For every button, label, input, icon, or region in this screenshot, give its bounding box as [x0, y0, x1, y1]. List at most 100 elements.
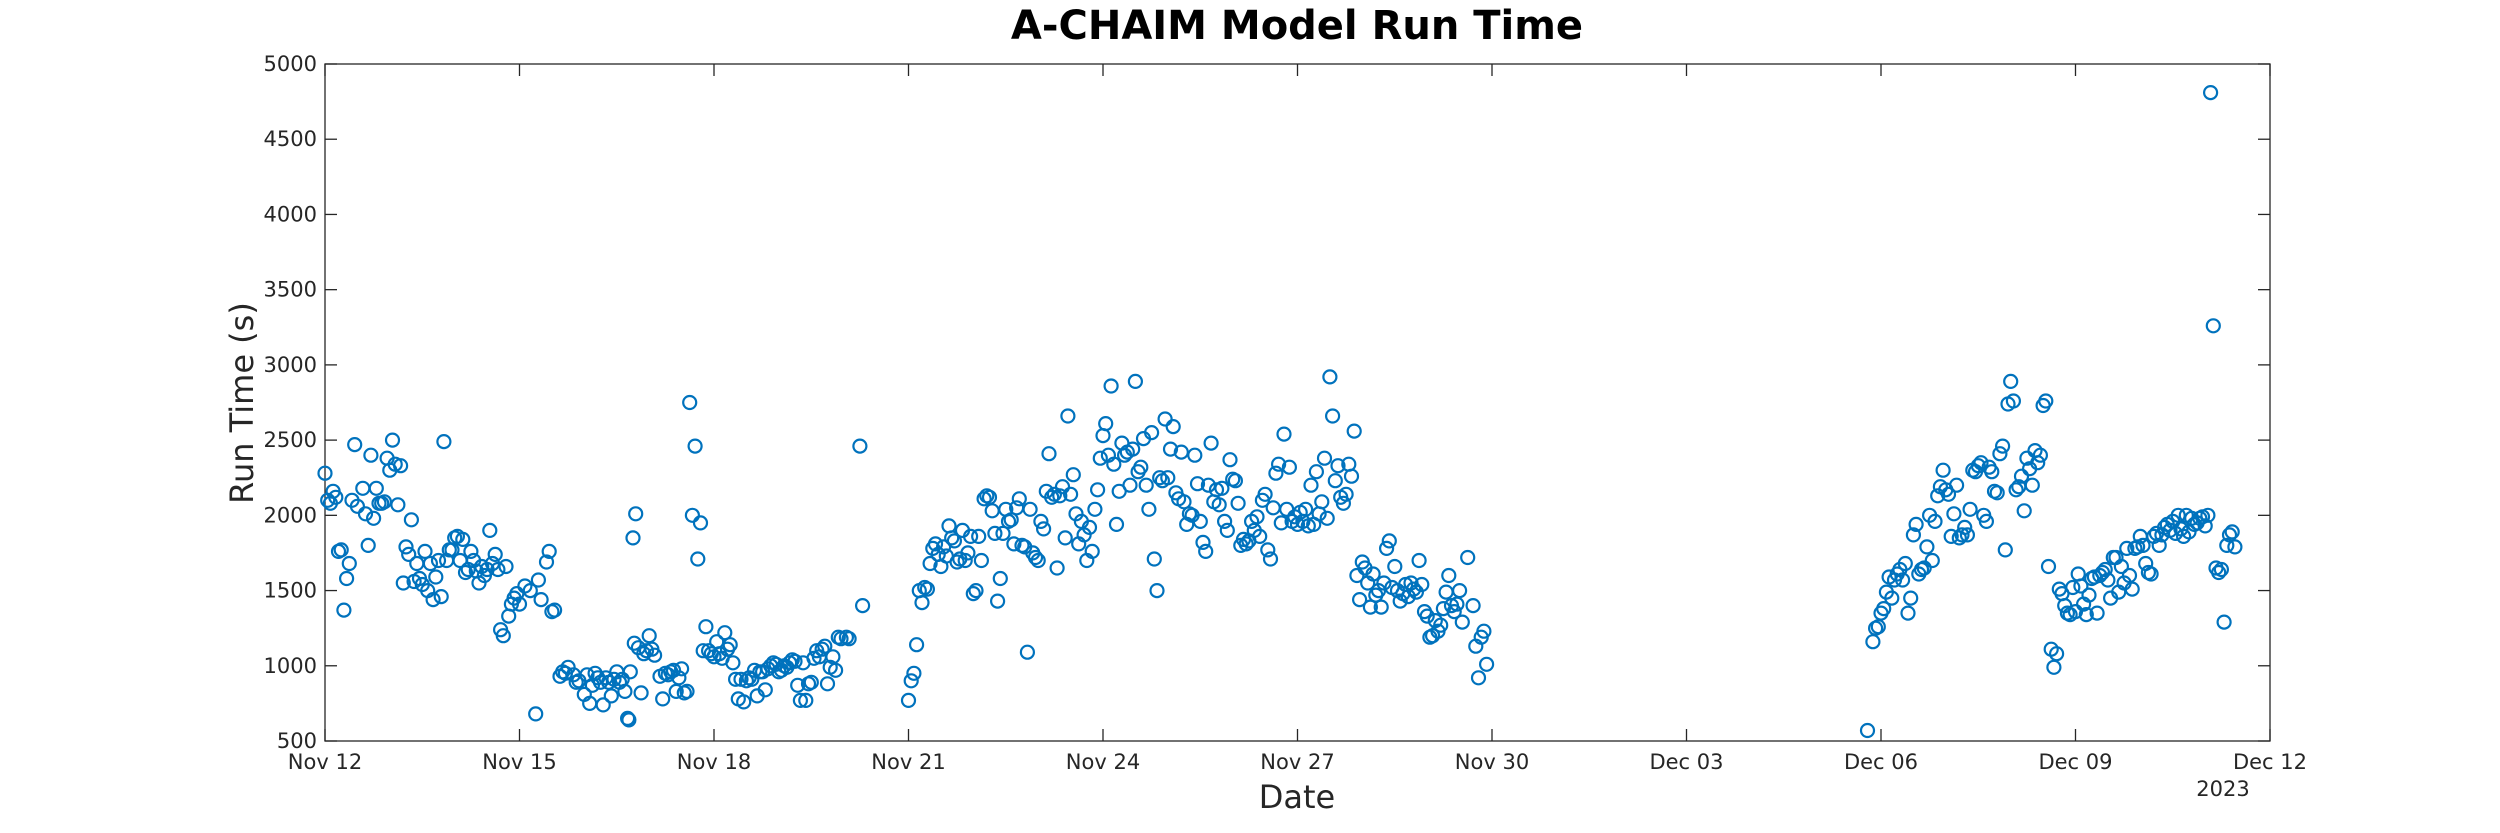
- data-point: [636, 646, 652, 662]
- data-point: [1433, 617, 1449, 633]
- data-point: [1476, 623, 1492, 639]
- data-point: [422, 555, 438, 572]
- data-point: [854, 597, 871, 614]
- y-axis-label: Run Time (s): [223, 302, 261, 504]
- data-point: [1041, 446, 1057, 462]
- data-point: [1187, 447, 1203, 463]
- data-point: [914, 594, 930, 611]
- data-point: [1027, 549, 1044, 566]
- data-point: [1927, 513, 1943, 530]
- data-point: [1319, 510, 1335, 526]
- y-tick-label: 1000: [264, 654, 317, 678]
- data-point: [1876, 600, 1892, 617]
- data-point: [1106, 456, 1122, 472]
- data-point: [1324, 408, 1341, 424]
- data-point: [1192, 513, 1208, 530]
- data-point: [973, 552, 990, 569]
- data-point: [987, 525, 1003, 542]
- data-point: [671, 670, 687, 686]
- data-point: [684, 507, 701, 523]
- data-point: [384, 432, 401, 448]
- data-point: [1095, 428, 1111, 444]
- data-point: [900, 692, 917, 709]
- data-point: [965, 585, 981, 602]
- data-point: [2049, 646, 2065, 662]
- x-tick-label: Dec 03: [1649, 750, 1723, 774]
- data-point: [1270, 456, 1287, 472]
- data-point: [2038, 393, 2054, 409]
- data-point: [819, 676, 836, 692]
- data-point: [1122, 477, 1138, 493]
- data-point: [633, 685, 649, 701]
- data-point: [1127, 373, 1144, 389]
- data-point: [2089, 605, 2105, 621]
- data-point: [2119, 540, 2135, 557]
- data-point: [1297, 501, 1314, 517]
- data-point: [2024, 477, 2040, 493]
- data-point: [827, 662, 844, 678]
- data-point: [528, 706, 544, 722]
- data-point: [1019, 644, 1036, 660]
- data-point: [1033, 513, 1049, 530]
- data-point: [690, 551, 706, 567]
- data-point: [2200, 507, 2216, 523]
- data-point: [852, 438, 868, 454]
- data-point: [2097, 561, 2113, 578]
- data-point: [1062, 486, 1079, 502]
- x-tick-label: Dec 06: [1844, 750, 1918, 774]
- data-point: [390, 497, 406, 513]
- data-point: [1103, 378, 1119, 394]
- data-point: [1894, 572, 1911, 588]
- y-tick-label: 5000: [264, 52, 317, 76]
- data-point: [490, 561, 506, 578]
- data-point: [1392, 593, 1408, 609]
- data-point: [946, 533, 963, 549]
- data-point: [1330, 458, 1346, 474]
- data-point: [995, 525, 1011, 542]
- data-point: [646, 647, 663, 663]
- data-point: [1141, 501, 1157, 517]
- data-point: [1092, 450, 1108, 466]
- data-points: [317, 84, 2243, 739]
- data-point: [919, 581, 936, 597]
- data-point: [317, 465, 333, 481]
- data-point: [655, 691, 671, 707]
- data-point: [792, 692, 809, 709]
- data-point: [2005, 393, 2022, 409]
- data-point: [992, 570, 1008, 587]
- data-point: [1908, 516, 1924, 533]
- data-point: [1435, 600, 1452, 617]
- data-point: [1030, 552, 1046, 569]
- data-point: [430, 552, 447, 569]
- data-point: [2040, 558, 2057, 575]
- data-point: [1203, 435, 1219, 451]
- data-point: [790, 677, 806, 693]
- data-point: [1219, 522, 1235, 539]
- data-point: [1279, 501, 1295, 517]
- data-point: [949, 554, 965, 570]
- data-point: [1916, 560, 1932, 576]
- data-point: [1446, 603, 1462, 620]
- data-point: [1054, 479, 1071, 495]
- data-point: [1338, 486, 1354, 502]
- data-point: [1249, 509, 1265, 525]
- data-point: [1138, 477, 1154, 493]
- data-point: [1406, 581, 1422, 597]
- y-tick-label: 3500: [264, 278, 317, 302]
- data-point: [1978, 513, 1995, 530]
- data-point: [355, 480, 371, 496]
- data-point: [1216, 513, 1233, 530]
- data-point: [401, 546, 417, 563]
- plot-axes: [324, 63, 2271, 742]
- data-point: [376, 494, 392, 510]
- data-point: [814, 641, 830, 657]
- data-point: [1084, 543, 1100, 560]
- data-point: [1322, 369, 1338, 385]
- data-point: [1365, 566, 1381, 582]
- data-point: [2151, 537, 2167, 554]
- data-point: [1143, 425, 1160, 441]
- data-point: [1414, 576, 1430, 593]
- data-point: [2100, 572, 2116, 588]
- data-point: [922, 555, 938, 572]
- x-tick-label: Nov 18: [677, 750, 751, 774]
